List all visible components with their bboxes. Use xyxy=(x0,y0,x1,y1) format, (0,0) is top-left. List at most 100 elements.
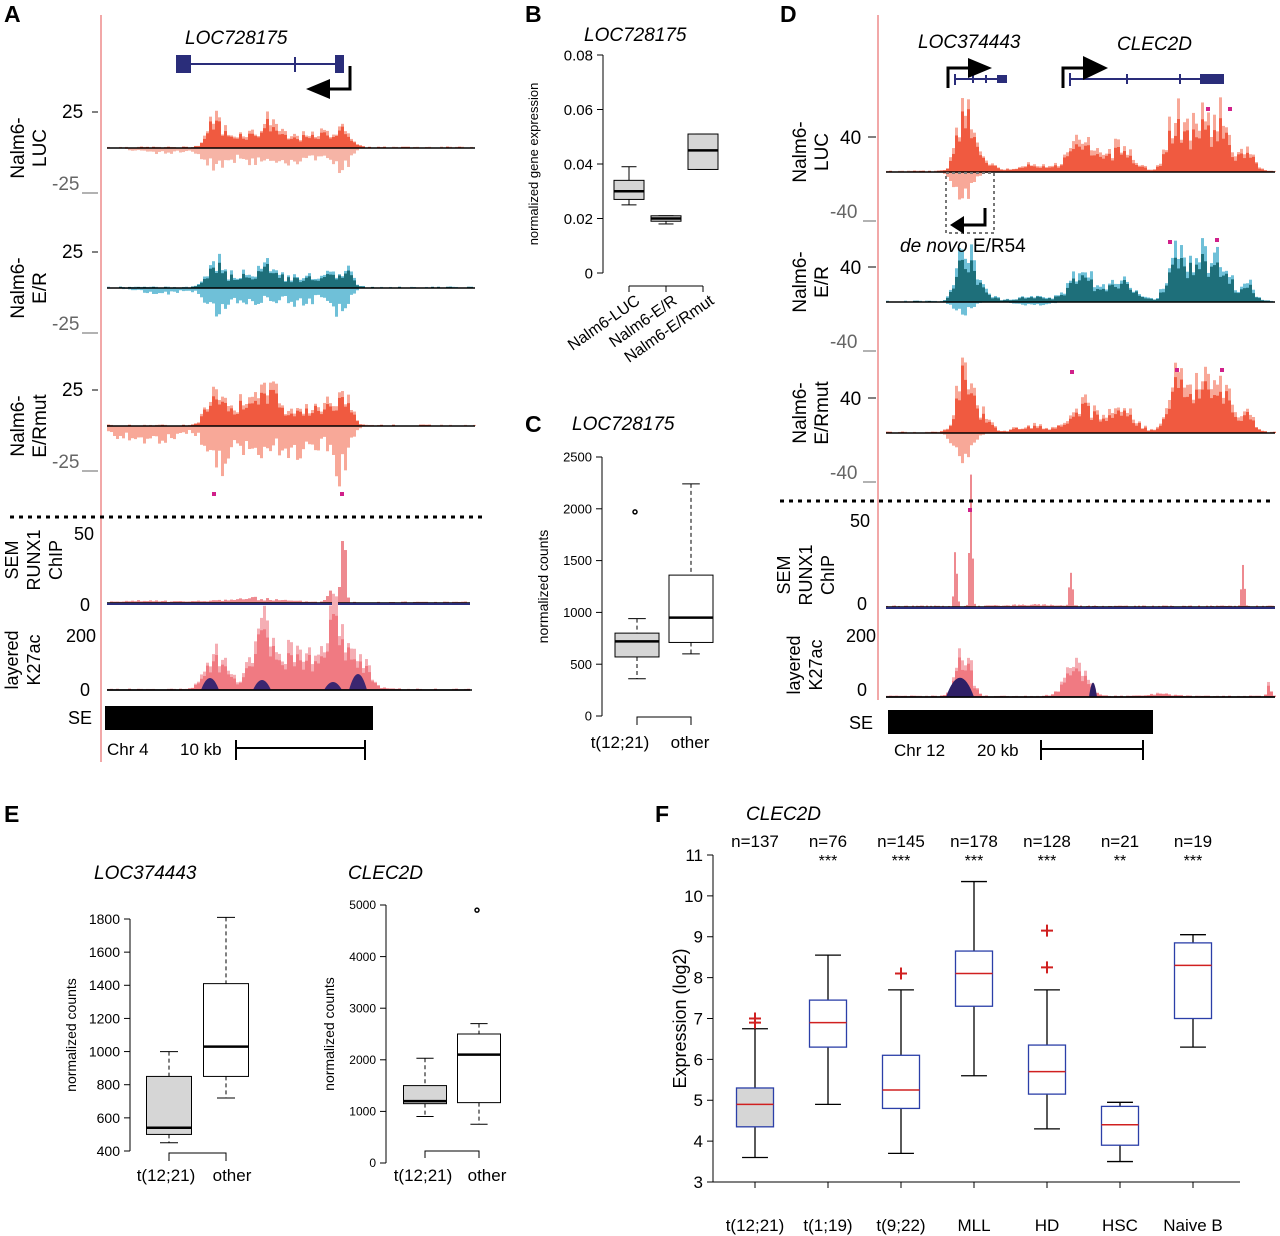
panel-d: D LOC374443 CLEC2D Nalm6-LUC 40 -40 Nalm6-E… xyxy=(774,1,1276,760)
track-max-a-chip: 50 xyxy=(74,524,94,544)
box-Nalm6-E/Rmut xyxy=(687,133,719,170)
y-axis-label: normalized gene expression xyxy=(526,83,541,246)
y-tick-label: 2000 xyxy=(563,501,592,516)
iqr-box xyxy=(735,1087,775,1128)
y-axis-label: normalized counts xyxy=(63,978,79,1092)
iqr-box xyxy=(1173,942,1213,1020)
box-HD xyxy=(1027,924,1067,1130)
track-min-d-chip: 0 xyxy=(857,594,867,614)
track-label-a-chip: SEM RUNX1 ChIP xyxy=(2,529,66,590)
box-other xyxy=(457,907,501,1125)
track-max-d-k27ac: 200 xyxy=(846,626,876,646)
x-tick-label: t(1;19) xyxy=(803,1216,852,1235)
iqr-box xyxy=(457,1033,501,1104)
track-max-a-1: 25 xyxy=(62,102,83,123)
outlier-point xyxy=(895,967,907,980)
track-max-a-3: 25 xyxy=(62,380,83,401)
sample-size-label: n=128 xyxy=(1023,832,1071,851)
track-min-d-1: -40 xyxy=(830,202,857,223)
iqr-box xyxy=(203,983,249,1077)
y-tick-label: 0.08 xyxy=(564,47,593,64)
box-Nalm6-LUC xyxy=(613,166,645,206)
chr-label-d: Chr 12 xyxy=(894,741,945,760)
antisense-arrow-icon xyxy=(950,216,964,234)
y-tick-label: 5 xyxy=(694,1091,703,1110)
chart-title: LOC728175 xyxy=(584,25,687,46)
iqr-box xyxy=(1100,1105,1140,1146)
iqr-box xyxy=(687,133,719,170)
track-label-a-k27ac: layered K27ac xyxy=(2,630,44,689)
track-label-d-chip: SEM RUNX1 ChIP xyxy=(774,544,838,605)
y-tick-label: 400 xyxy=(97,1143,121,1159)
panel-label-f: F xyxy=(655,801,669,827)
super-enhancer-bar-d xyxy=(888,710,1153,734)
iqr-box xyxy=(668,574,714,643)
box-other xyxy=(668,483,714,655)
y-tick-label: 0.04 xyxy=(564,156,593,173)
x-tick-label: Naive B xyxy=(1163,1216,1223,1235)
tss-arrow-icon xyxy=(968,58,992,78)
track-max-d-chip: 50 xyxy=(850,511,870,531)
super-enhancer-bar-a xyxy=(105,706,373,730)
scale-label-a: 10 kb xyxy=(180,740,222,759)
gene-model-clec2d xyxy=(1061,56,1224,88)
iqr-box xyxy=(1027,1044,1067,1095)
y-tick-label: 1500 xyxy=(563,553,592,568)
iqr-box xyxy=(808,999,848,1048)
box-t(1;19) xyxy=(808,954,848,1105)
track-label-d-2: Nalm6-E/R xyxy=(790,251,833,312)
chart-e-clec2d: CLEC2D 0 1000 2000 3000 4000 5000 normalized co… xyxy=(321,863,507,1185)
y-tick-label: 2500 xyxy=(563,450,592,465)
gene-label-loc374443: LOC374443 xyxy=(918,32,1021,53)
gene-model-loc728175 xyxy=(176,55,352,99)
y-tick-label: 5000 xyxy=(349,898,376,912)
panel-a: A LOC728175 Nalm6-LUC25-25Nalm6-E/R25-25… xyxy=(2,1,482,762)
box-t(9;22) xyxy=(881,967,921,1155)
y-tick-label: 8 xyxy=(694,969,703,988)
sample-size-label: n=19 xyxy=(1174,832,1212,851)
iqr-box xyxy=(403,1085,447,1105)
de-novo-highlight-box xyxy=(945,172,995,234)
track-a-k27ac xyxy=(107,593,470,691)
box-Nalm6-E/R xyxy=(650,215,682,225)
y-tick-label: 0.06 xyxy=(564,102,593,119)
y-tick-label: 10 xyxy=(684,887,703,906)
y-tick-label: 11 xyxy=(685,846,703,865)
y-tick-label: 1200 xyxy=(89,1010,120,1026)
y-tick-label: 3 xyxy=(694,1173,703,1192)
y-tick-label: 0 xyxy=(369,1156,376,1170)
sample-size-label: n=76 xyxy=(809,832,847,851)
panel-label-e: E xyxy=(4,801,19,827)
panel-label-b: B xyxy=(525,1,542,27)
chart-b: LOC728175 0 0.02 0.04 0.06 0.08 normalized gen… xyxy=(526,25,719,366)
x-tick-label: HD xyxy=(1035,1216,1060,1235)
x-tick-label: HSC xyxy=(1102,1216,1138,1235)
y-tick-label: 3000 xyxy=(349,1001,376,1015)
y-tick-label: 500 xyxy=(570,657,592,672)
sample-size-label: n=178 xyxy=(950,832,998,851)
x-tick-label: MLL xyxy=(957,1216,990,1235)
track-d-2 xyxy=(886,238,1275,316)
outlier-point xyxy=(749,1012,761,1025)
x-tick-label: other xyxy=(671,733,710,752)
track-min-d-3: -40 xyxy=(830,463,857,484)
y-tick-label: 1400 xyxy=(89,977,120,993)
y-tick-label: 1000 xyxy=(89,1043,120,1059)
track-a-chip xyxy=(107,541,470,604)
track-max-a-2: 25 xyxy=(62,242,83,263)
y-tick-label: 0 xyxy=(585,709,592,724)
k27ac-dark-layer-d xyxy=(946,677,1097,697)
x-tick-label: other xyxy=(468,1166,507,1185)
y-tick-label: 1000 xyxy=(349,1105,376,1119)
y-tick-label: 4 xyxy=(694,1132,703,1151)
gene-model-loc374443 xyxy=(946,58,1007,88)
significance-label: *** xyxy=(892,853,911,870)
x-tick-label: t(12;21) xyxy=(726,1216,785,1235)
y-tick-label: 1000 xyxy=(563,605,592,620)
box-t(12;21) xyxy=(614,509,660,680)
y-tick-label: 1800 xyxy=(89,911,120,927)
track-d-chip xyxy=(886,474,1275,608)
scale-bar-d xyxy=(1040,740,1144,760)
y-tick-label: 0.02 xyxy=(564,211,593,228)
iqr-box xyxy=(614,632,660,658)
